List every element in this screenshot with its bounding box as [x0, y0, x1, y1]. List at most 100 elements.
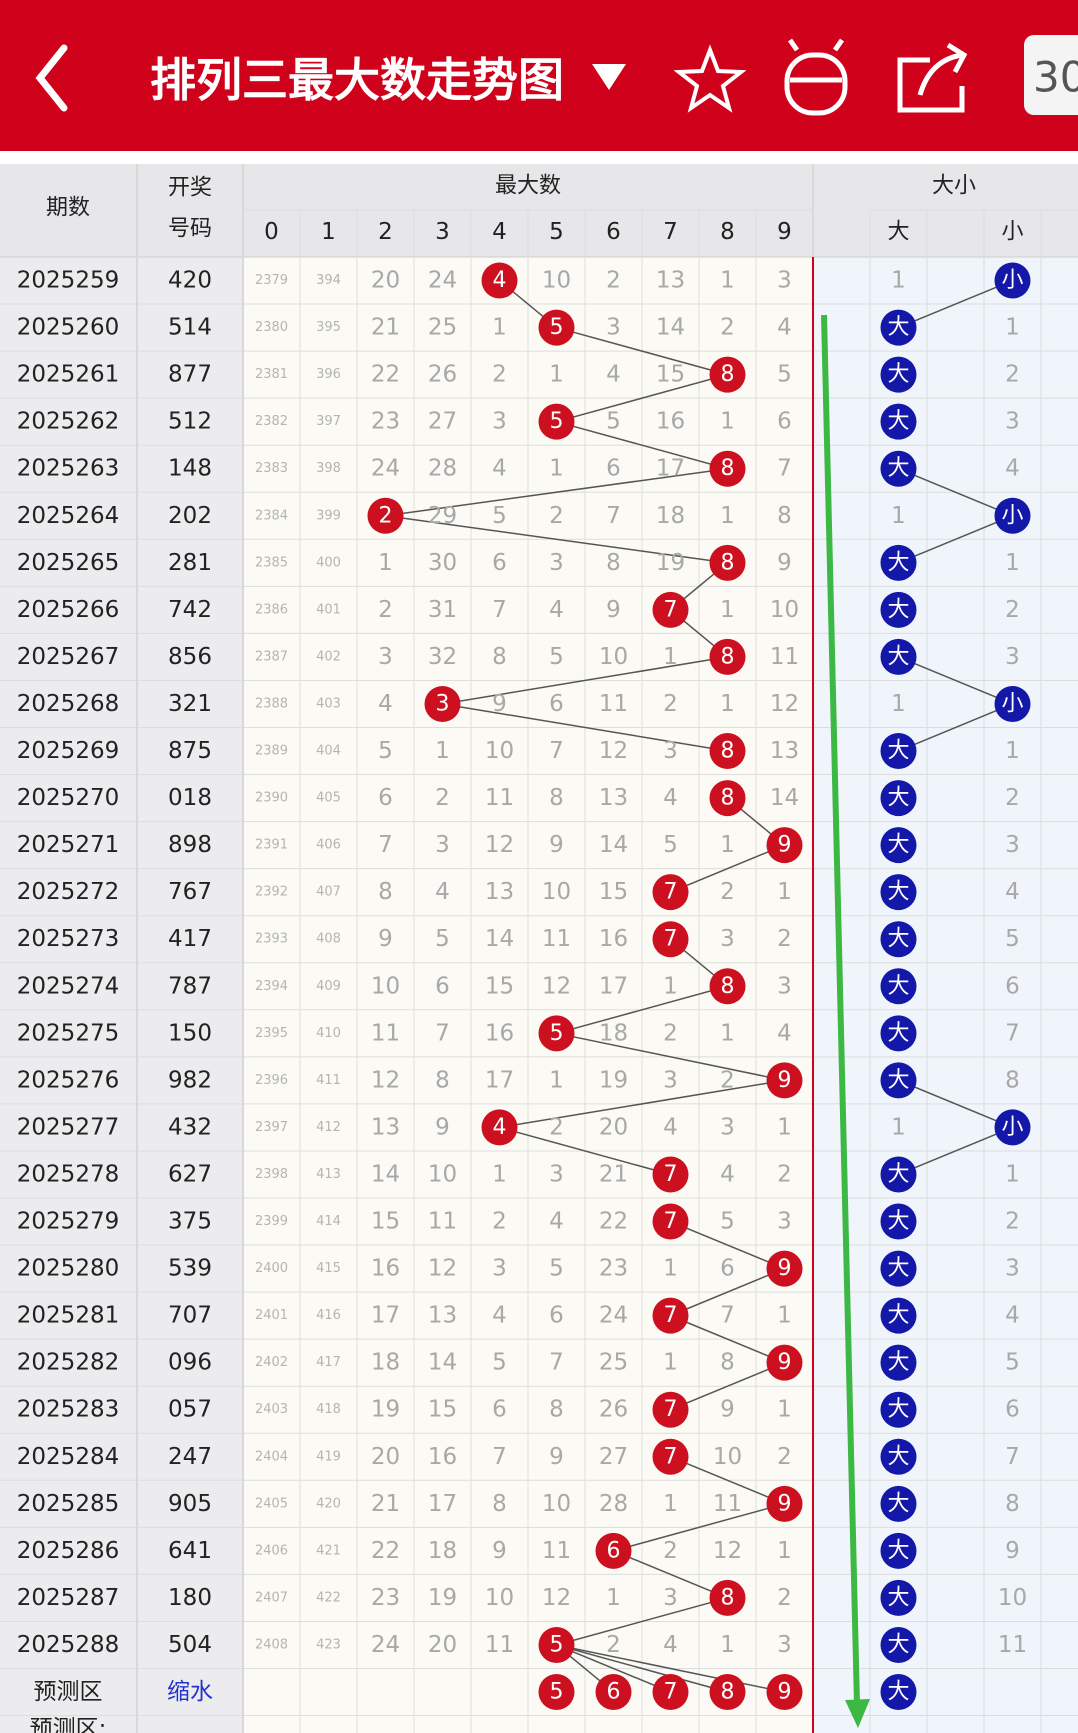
miss-count: 2391 [255, 838, 288, 853]
hit-ball [538, 403, 575, 440]
miss-count: 20 [371, 1444, 400, 1470]
miss-count: 2385 [255, 555, 288, 570]
miss-count: 12 [542, 1585, 571, 1611]
miss-count: 2388 [255, 696, 288, 711]
hit-ball [994, 685, 1031, 722]
miss-count: 4 [435, 879, 450, 905]
hit-ball-text: 8 [721, 644, 735, 669]
draw-number: 420 [168, 268, 212, 294]
hit-ball-text: 大 [887, 880, 909, 905]
miss-count: 9 [1005, 1538, 1020, 1564]
miss-count: 3 [777, 268, 792, 294]
miss-count: 10 [542, 879, 571, 905]
miss-count: 3 [435, 832, 450, 858]
miss-count: 8 [378, 879, 393, 905]
hit-ball-text: 大 [887, 1162, 909, 1187]
miss-count: 23 [599, 1256, 628, 1282]
hit-ball [880, 1015, 917, 1052]
miss-count: 10 [485, 1585, 514, 1611]
hit-ball [880, 921, 917, 958]
miss-count: 3 [1005, 409, 1020, 435]
header-draw: 号码 [168, 217, 212, 242]
miss-count: 12 [542, 973, 571, 999]
hit-ball [880, 309, 917, 346]
hit-ball-text: 7 [664, 597, 678, 622]
hit-ball [880, 968, 917, 1005]
miss-count: 8 [720, 1350, 735, 1376]
hit-ball-text: 9 [778, 1256, 792, 1281]
hit-ball-text: 5 [550, 409, 564, 434]
miss-count: 1 [549, 362, 564, 388]
hit-ball-text: 大 [887, 1680, 909, 1705]
hit-ball-text: 9 [778, 1350, 792, 1375]
hit-ball [880, 1391, 917, 1428]
miss-count: 18 [599, 1020, 628, 1046]
hit-ball [709, 1579, 746, 1616]
miss-count: 15 [656, 362, 685, 388]
miss-count: 11 [485, 1632, 514, 1658]
share-icon[interactable] [897, 42, 968, 113]
miss-count: 8 [777, 503, 792, 529]
miss-count: 5 [492, 1350, 507, 1376]
miss-count: 1 [1005, 550, 1020, 576]
miss-count: 2403 [255, 1402, 288, 1417]
miss-count: 20 [599, 1114, 628, 1140]
miss-count: 1 [891, 268, 906, 294]
miss-count: 7 [435, 1020, 450, 1046]
dropdown-icon[interactable] [592, 64, 626, 90]
miss-count: 6 [720, 1256, 735, 1282]
miss-count: 4 [777, 315, 792, 341]
miss-count: 2 [777, 1161, 792, 1187]
hit-ball [538, 1626, 575, 1663]
period: 2025283 [17, 1397, 119, 1423]
trend-link [556, 1644, 671, 1693]
hit-ball-text: 7 [664, 1162, 678, 1187]
hit-ball [994, 497, 1031, 534]
miss-count: 2407 [255, 1590, 288, 1605]
hit-ball-text: 9 [778, 1068, 792, 1093]
miss-count: 4 [663, 785, 678, 811]
android-icon[interactable] [784, 38, 848, 116]
miss-count: 11 [542, 926, 571, 952]
miss-count: 9 [378, 926, 393, 952]
draw-number: 875 [168, 738, 212, 764]
miss-count: 3 [492, 1256, 507, 1282]
miss-count: 3 [549, 550, 564, 576]
badge-box[interactable] [1024, 35, 1078, 115]
miss-count: 394 [316, 273, 341, 288]
miss-count: 2399 [255, 1214, 288, 1229]
period: 2025268 [17, 691, 119, 717]
miss-count: 3 [777, 973, 792, 999]
hit-ball [481, 1109, 518, 1146]
miss-count: 9 [435, 1114, 450, 1140]
miss-count: 2401 [255, 1308, 288, 1323]
trend-link [898, 279, 1013, 329]
miss-count: 6 [606, 456, 621, 482]
miss-count: 21 [599, 1161, 628, 1187]
hit-ball-text: 大 [887, 1209, 909, 1234]
hit-ball-text: 7 [664, 880, 678, 905]
miss-count: 1 [435, 738, 450, 764]
star-icon[interactable] [673, 44, 747, 113]
period: 预测区 [34, 1679, 103, 1705]
miss-count: 4 [549, 597, 564, 623]
draw-number: 180 [168, 1585, 212, 1611]
miss-count: 2 [720, 879, 735, 905]
miss-count: 24 [599, 1303, 628, 1329]
miss-count: 6 [1005, 1397, 1020, 1423]
miss-count: 2 [549, 503, 564, 529]
hit-ball [481, 262, 518, 299]
hit-ball [880, 638, 917, 675]
miss-count: 5 [720, 1209, 735, 1235]
hit-ball [880, 1062, 917, 1099]
miss-count: 2408 [255, 1637, 288, 1652]
miss-count: 5 [1005, 926, 1020, 952]
hit-ball-text: 5 [550, 1632, 564, 1657]
back-button[interactable] [35, 44, 68, 112]
miss-count: 5 [1005, 1350, 1020, 1376]
hit-ball [595, 1532, 632, 1569]
period: 2025286 [17, 1538, 119, 1564]
period: 2025269 [17, 738, 119, 764]
miss-count: 1 [663, 973, 678, 999]
miss-count: 6 [492, 1397, 507, 1423]
